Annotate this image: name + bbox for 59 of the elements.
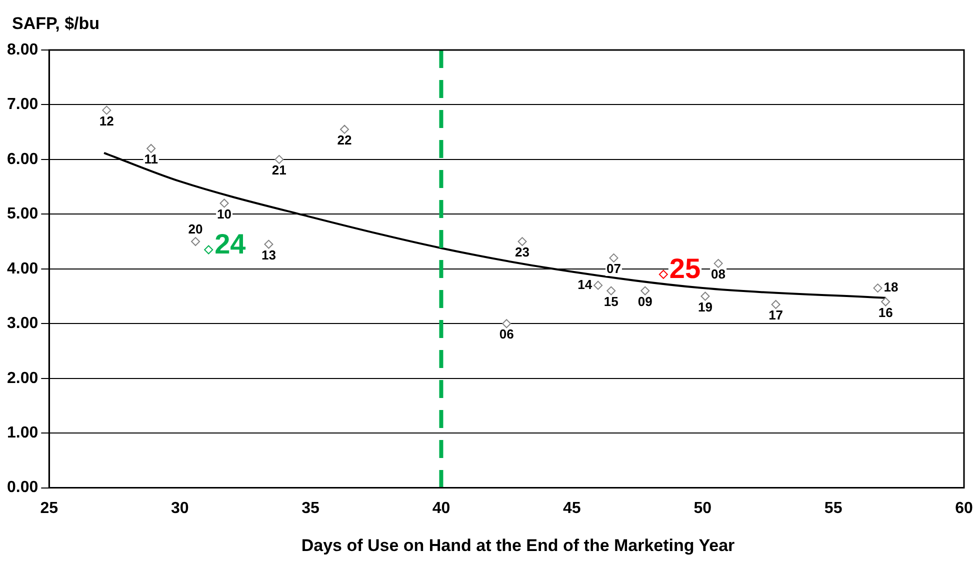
point xyxy=(340,124,350,134)
point xyxy=(658,270,668,279)
annotation: 22 xyxy=(337,132,352,148)
x-tick-label: 35 xyxy=(302,500,320,517)
point xyxy=(640,286,650,296)
y-tick-label: 8.00 xyxy=(7,41,38,58)
annotation: 06 xyxy=(499,326,514,342)
point xyxy=(606,286,616,296)
point xyxy=(771,300,780,309)
x-tick-label: 45 xyxy=(563,500,581,517)
annotation: 14 xyxy=(578,276,593,292)
annotation: 11 xyxy=(144,152,158,167)
annotation: 07 xyxy=(606,261,621,276)
point xyxy=(700,292,710,301)
point xyxy=(594,280,603,290)
point xyxy=(274,154,284,164)
point xyxy=(204,245,214,254)
point xyxy=(873,284,882,293)
x-tick-label: 30 xyxy=(170,500,189,517)
annotation: 21 xyxy=(272,162,286,178)
y-tick-label: 2.00 xyxy=(7,370,38,387)
point xyxy=(191,237,200,246)
x-tick-label: 60 xyxy=(955,500,973,517)
annotation: 08 xyxy=(711,266,726,282)
y-tick-label: 1.00 xyxy=(7,424,38,442)
x-tick-label: 50 xyxy=(694,500,712,517)
annotation: 09 xyxy=(638,294,652,309)
y-tick-label: 6.00 xyxy=(7,150,38,168)
x-tick-label: 25 xyxy=(40,500,58,517)
x-axis-title: Days of Use on Hand at the End of the Marketing Year xyxy=(300,536,736,556)
annotation: 23 xyxy=(515,244,530,260)
point xyxy=(220,198,229,208)
point xyxy=(881,297,890,306)
annotation: 10 xyxy=(217,206,232,222)
annotation: 25 xyxy=(669,253,701,284)
point xyxy=(102,106,112,115)
y-tick-label: 4.00 xyxy=(7,260,38,278)
annotation: 15 xyxy=(604,294,618,309)
x-tick-label: 40 xyxy=(432,500,450,517)
point xyxy=(714,258,723,268)
annotation: 16 xyxy=(878,304,893,320)
y-tick-label: 7.00 xyxy=(7,96,38,114)
point xyxy=(518,237,527,246)
point xyxy=(502,319,512,328)
annotation: 17 xyxy=(768,308,784,323)
y-tick-label: 3.00 xyxy=(7,315,38,332)
point xyxy=(609,253,618,262)
annotation: 13 xyxy=(261,247,276,262)
point xyxy=(146,144,156,154)
annotation: 18 xyxy=(884,280,898,295)
y-tick-label: 0.00 xyxy=(7,479,38,496)
y-tick-label: 5.00 xyxy=(7,206,38,223)
annotation: 20 xyxy=(188,222,203,237)
y-axis-title: SAFP, $/bu xyxy=(12,14,100,34)
annotation: 24 xyxy=(214,228,246,260)
x-tick-label: 55 xyxy=(824,500,842,517)
annotation: 19 xyxy=(698,299,712,314)
point xyxy=(264,240,274,249)
annotation: 12 xyxy=(99,113,114,128)
